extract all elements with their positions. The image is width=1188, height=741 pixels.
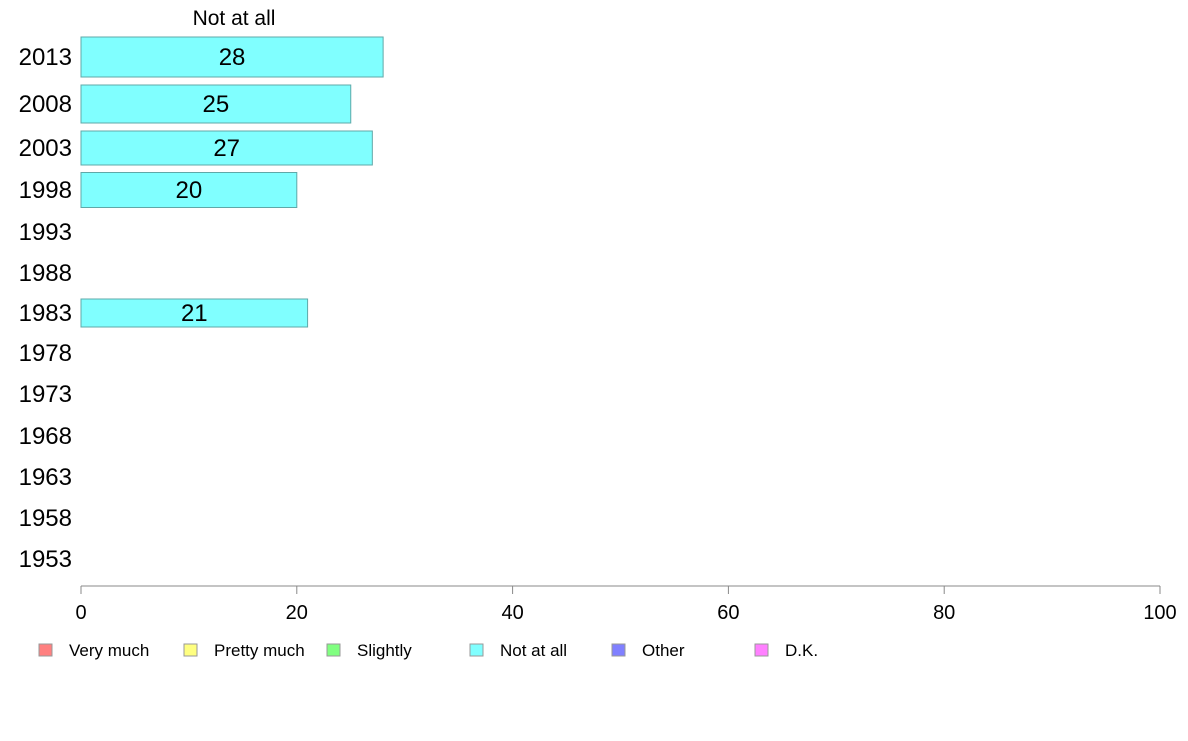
legend-swatch	[326, 643, 341, 657]
bar	[80, 84, 352, 124]
x-axis: 0 20 40 60 80 100	[75, 585, 1177, 624]
bar	[80, 36, 384, 78]
y-tick-label: 1983	[19, 300, 72, 327]
bar	[80, 130, 373, 166]
y-tick-label: 1978	[19, 340, 72, 367]
x-tick-label: 100	[1143, 602, 1176, 624]
bars-group: 28 25 27 20 21	[80, 36, 384, 328]
y-tick-label: 2008	[19, 91, 72, 118]
bar-value-label: 20	[176, 177, 203, 204]
legend-swatch	[611, 643, 626, 657]
legend-label: Very much	[69, 641, 149, 660]
y-tick-label: 2003	[19, 135, 72, 162]
x-tick-label: 40	[501, 602, 523, 624]
y-tick-label: 1963	[19, 464, 72, 491]
y-tick-label: 1993	[19, 219, 72, 246]
y-tick-label: 2013	[19, 44, 72, 71]
y-tick-label: 1968	[19, 423, 72, 450]
y-tick-labels: 2013 2008 2003 1998 1993 1988 1983 1978 1973 1968…	[19, 44, 72, 573]
legend-swatch	[183, 643, 198, 657]
legend-swatch	[469, 643, 484, 657]
legend-label: D.K.	[785, 641, 818, 660]
y-tick-label: 1988	[19, 260, 72, 287]
y-tick-label: 1998	[19, 177, 72, 204]
x-tick-label: 80	[933, 602, 955, 624]
x-tick-label: 20	[286, 602, 308, 624]
bar-value-label: 21	[181, 300, 208, 327]
y-tick-label: 1953	[19, 546, 72, 573]
x-tick-label: 60	[717, 602, 739, 624]
bar	[80, 298, 309, 328]
y-tick-label: 1973	[19, 381, 72, 408]
legend-swatch	[38, 643, 53, 657]
bar	[80, 172, 298, 208]
legend-swatch	[754, 643, 769, 657]
legend-label: Pretty much	[214, 641, 305, 660]
bar-value-label: 27	[213, 135, 240, 162]
x-tick-label: 0	[75, 602, 86, 624]
legend: Very much Pretty much Slightly Not at all Ot…	[38, 641, 818, 660]
chart-title: Not at all	[193, 7, 276, 30]
legend-label: Other	[642, 641, 685, 660]
bar-value-label: 25	[203, 91, 230, 118]
y-tick-label: 1958	[19, 505, 72, 532]
legend-label: Slightly	[357, 641, 412, 660]
bar-value-label: 28	[219, 44, 246, 71]
legend-label: Not at all	[500, 641, 567, 660]
